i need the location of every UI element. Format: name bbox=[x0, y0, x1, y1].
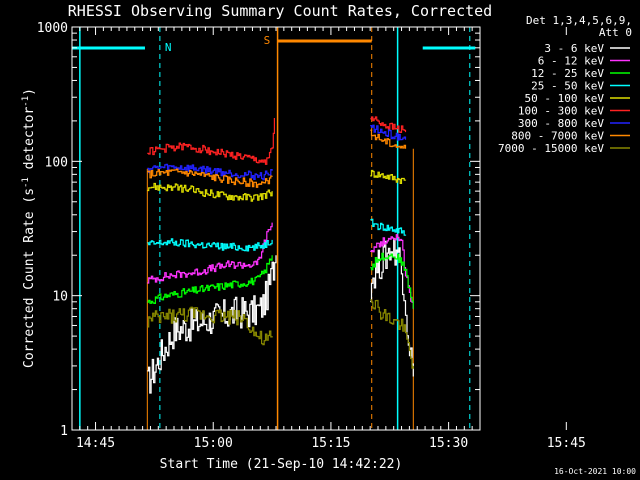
legend-label-3: 25 - 50 keV bbox=[531, 80, 604, 93]
legend-label-6: 300 - 800 keV bbox=[518, 117, 604, 130]
legend-header: Det 1,3,4,5,6,9, bbox=[526, 14, 632, 27]
x-tick-label-2: 15:15 bbox=[311, 436, 350, 451]
series-line-0-seg2 bbox=[370, 238, 414, 377]
y-axis-label-sup2: -1 bbox=[21, 96, 31, 107]
series-line-4-seg2 bbox=[370, 169, 407, 184]
legend-label-0: 3 - 6 keV bbox=[544, 42, 604, 55]
y-tick-label-0: 1000 bbox=[37, 21, 68, 36]
y-tick-label-1: 100 bbox=[45, 155, 68, 170]
legend-label-2: 12 - 25 keV bbox=[531, 67, 604, 80]
series-line-2-seg1 bbox=[147, 255, 273, 304]
series-line-0-seg1 bbox=[147, 255, 277, 394]
x-tick-label-4: 15:45 bbox=[547, 436, 586, 451]
legend-label-5: 100 - 300 keV bbox=[518, 105, 604, 118]
series-line-6-seg1 bbox=[147, 163, 273, 181]
plot-frame bbox=[71, 26, 481, 431]
night-label: N bbox=[165, 41, 172, 54]
series-line-7-seg1 bbox=[147, 168, 273, 188]
saa-label: S bbox=[264, 34, 271, 47]
y-tick-label-3: 1 bbox=[60, 424, 68, 439]
orbit-overlays: NS bbox=[72, 27, 476, 430]
x-axis-label: Start Time (21-Sep-10 14:42:22) bbox=[160, 457, 403, 472]
x-tick-label-0: 14:45 bbox=[76, 436, 115, 451]
y-axis-label-sup1: -1 bbox=[21, 177, 31, 188]
legend-header-2: Att 0 bbox=[599, 26, 632, 39]
x-tick-label-3: 15:30 bbox=[429, 436, 468, 451]
series-line-1-seg1 bbox=[147, 222, 273, 284]
series-line-6-seg2 bbox=[370, 124, 407, 141]
series-line-8-seg2 bbox=[370, 299, 414, 369]
series-line-3-seg2 bbox=[370, 218, 407, 236]
series-line-8-seg1 bbox=[147, 306, 273, 346]
y-axis-label-end: ) bbox=[22, 88, 37, 96]
series-line-5-seg1 bbox=[147, 118, 275, 165]
y-axis-label-main: Corrected Count Rate (s bbox=[22, 188, 37, 368]
timestamp-label: 16-Oct-2021 10:00 bbox=[554, 467, 636, 476]
y-axis-label: Corrected Count Rate (s-1 detector-1) bbox=[21, 88, 37, 368]
y-axis: 1000 100 10 1 bbox=[37, 21, 480, 439]
series-line-3-seg1 bbox=[147, 238, 273, 252]
chart-title: RHESSI Observing Summary Count Rates, Co… bbox=[68, 2, 492, 20]
series-group bbox=[147, 116, 414, 394]
legend-label-1: 6 - 12 keV bbox=[538, 55, 605, 68]
x-tick-label-1: 15:00 bbox=[194, 436, 233, 451]
legend-label-4: 50 - 100 keV bbox=[525, 92, 605, 105]
legend-label-8: 7000 - 15000 keV bbox=[498, 142, 604, 155]
series-line-5-seg2 bbox=[370, 116, 407, 133]
series-line-4-seg1 bbox=[147, 182, 273, 202]
series-line-2-seg2 bbox=[370, 252, 414, 309]
series-line-7-seg2 bbox=[370, 129, 407, 149]
legend-label-7: 800 - 7000 keV bbox=[511, 130, 604, 143]
y-tick-label-2: 10 bbox=[52, 290, 68, 305]
y-axis-label-mid: detector bbox=[22, 107, 37, 178]
